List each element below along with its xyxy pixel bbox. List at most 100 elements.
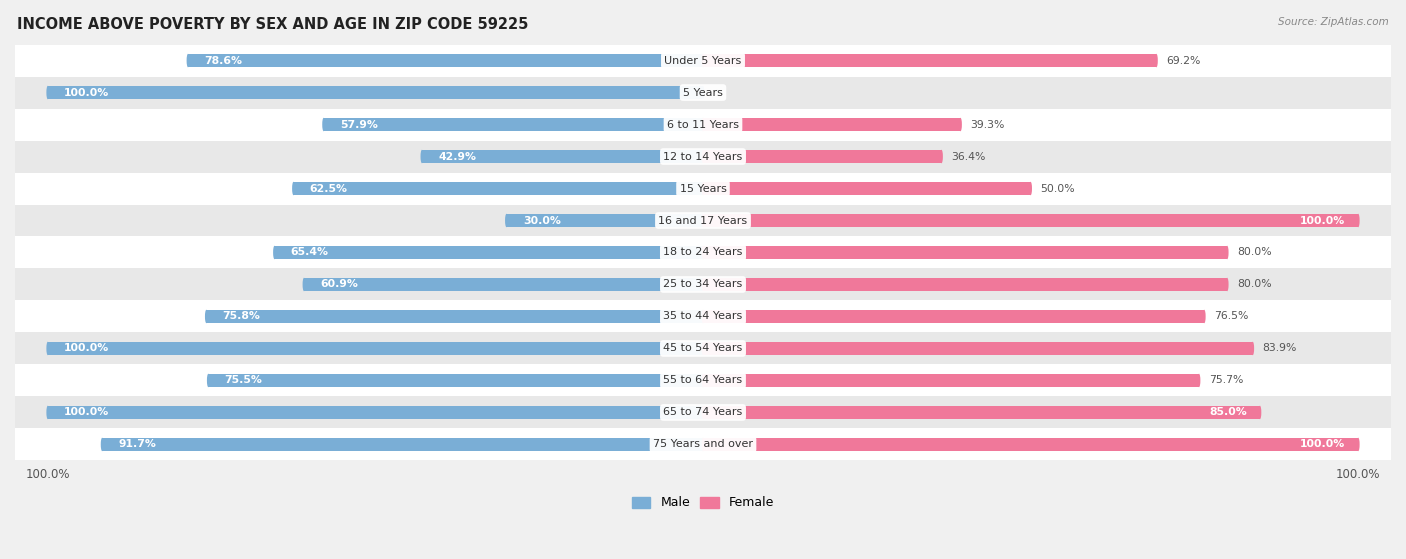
- Circle shape: [702, 406, 704, 419]
- Text: 25 to 34 Years: 25 to 34 Years: [664, 280, 742, 290]
- Circle shape: [1226, 278, 1229, 291]
- Text: INCOME ABOVE POVERTY BY SEX AND AGE IN ZIP CODE 59225: INCOME ABOVE POVERTY BY SEX AND AGE IN Z…: [17, 17, 529, 32]
- Text: 30.0%: 30.0%: [523, 216, 561, 225]
- Bar: [703, 182, 1031, 195]
- Bar: [703, 214, 1358, 227]
- Circle shape: [1258, 406, 1261, 419]
- Text: 100.0%: 100.0%: [65, 408, 110, 418]
- Circle shape: [1198, 374, 1201, 387]
- Text: 75.5%: 75.5%: [225, 376, 263, 386]
- Text: 80.0%: 80.0%: [1237, 280, 1271, 290]
- Bar: [703, 278, 1227, 291]
- Circle shape: [273, 246, 276, 259]
- Text: 16 and 17 Years: 16 and 17 Years: [658, 216, 748, 225]
- Bar: [15, 205, 1391, 236]
- Circle shape: [46, 342, 49, 355]
- Circle shape: [101, 438, 104, 451]
- Circle shape: [1357, 214, 1360, 227]
- Circle shape: [207, 374, 209, 387]
- Circle shape: [322, 118, 325, 131]
- Text: 62.5%: 62.5%: [309, 183, 347, 193]
- Circle shape: [702, 150, 704, 163]
- Text: 91.7%: 91.7%: [118, 439, 156, 449]
- Bar: [15, 236, 1391, 268]
- Circle shape: [941, 150, 943, 163]
- Text: 45 to 54 Years: 45 to 54 Years: [664, 343, 742, 353]
- Legend: Male, Female: Male, Female: [627, 491, 779, 514]
- Circle shape: [702, 118, 704, 131]
- Circle shape: [702, 374, 704, 387]
- Bar: [208, 374, 703, 387]
- Bar: [703, 246, 1227, 259]
- Text: 15 Years: 15 Years: [679, 183, 727, 193]
- Circle shape: [1029, 182, 1032, 195]
- Bar: [15, 268, 1391, 301]
- Text: 50.0%: 50.0%: [1040, 183, 1076, 193]
- Bar: [703, 310, 1205, 323]
- Text: 78.6%: 78.6%: [204, 55, 242, 65]
- Circle shape: [1226, 246, 1229, 259]
- Text: 69.2%: 69.2%: [1166, 55, 1201, 65]
- Circle shape: [1156, 54, 1157, 67]
- Bar: [703, 118, 960, 131]
- Circle shape: [959, 118, 962, 131]
- Bar: [304, 278, 703, 291]
- Bar: [15, 45, 1391, 77]
- Bar: [15, 173, 1391, 205]
- Text: 75.7%: 75.7%: [1209, 376, 1243, 386]
- Text: Source: ZipAtlas.com: Source: ZipAtlas.com: [1278, 17, 1389, 27]
- Circle shape: [702, 182, 704, 195]
- Bar: [188, 54, 703, 67]
- Bar: [48, 342, 703, 355]
- Bar: [703, 150, 942, 163]
- Circle shape: [1251, 342, 1254, 355]
- Circle shape: [702, 214, 704, 227]
- Bar: [15, 77, 1391, 108]
- Circle shape: [205, 310, 208, 323]
- Circle shape: [702, 214, 704, 227]
- Bar: [274, 246, 703, 259]
- Text: 85.0%: 85.0%: [1209, 408, 1247, 418]
- Circle shape: [702, 118, 704, 131]
- Text: 100.0%: 100.0%: [1301, 439, 1346, 449]
- Bar: [15, 364, 1391, 396]
- Circle shape: [702, 54, 704, 67]
- Circle shape: [702, 438, 704, 451]
- Bar: [15, 108, 1391, 140]
- Bar: [506, 214, 703, 227]
- Text: 65.4%: 65.4%: [291, 248, 329, 258]
- Text: 6 to 11 Years: 6 to 11 Years: [666, 120, 740, 130]
- Text: 39.3%: 39.3%: [970, 120, 1005, 130]
- Bar: [703, 54, 1156, 67]
- Text: Under 5 Years: Under 5 Years: [665, 55, 741, 65]
- Bar: [48, 406, 703, 419]
- Text: 75.8%: 75.8%: [222, 311, 260, 321]
- Bar: [15, 301, 1391, 333]
- Bar: [294, 182, 703, 195]
- Text: 100.0%: 100.0%: [65, 88, 110, 97]
- Bar: [15, 333, 1391, 364]
- Circle shape: [702, 342, 704, 355]
- Circle shape: [302, 278, 305, 291]
- Circle shape: [1204, 310, 1205, 323]
- Bar: [15, 396, 1391, 428]
- Bar: [48, 86, 703, 100]
- Text: 18 to 24 Years: 18 to 24 Years: [664, 248, 742, 258]
- Bar: [703, 342, 1253, 355]
- Text: 36.4%: 36.4%: [952, 151, 986, 162]
- Text: 57.9%: 57.9%: [340, 120, 378, 130]
- Circle shape: [187, 54, 190, 67]
- Text: 80.0%: 80.0%: [1237, 248, 1271, 258]
- Circle shape: [702, 278, 704, 291]
- Circle shape: [1357, 438, 1360, 451]
- Circle shape: [702, 150, 704, 163]
- Circle shape: [46, 86, 49, 100]
- Text: 100.0%: 100.0%: [1301, 216, 1346, 225]
- Bar: [103, 438, 703, 451]
- Bar: [703, 374, 1199, 387]
- Bar: [323, 118, 703, 131]
- Circle shape: [702, 278, 704, 291]
- Circle shape: [702, 374, 704, 387]
- Circle shape: [292, 182, 295, 195]
- Circle shape: [702, 310, 704, 323]
